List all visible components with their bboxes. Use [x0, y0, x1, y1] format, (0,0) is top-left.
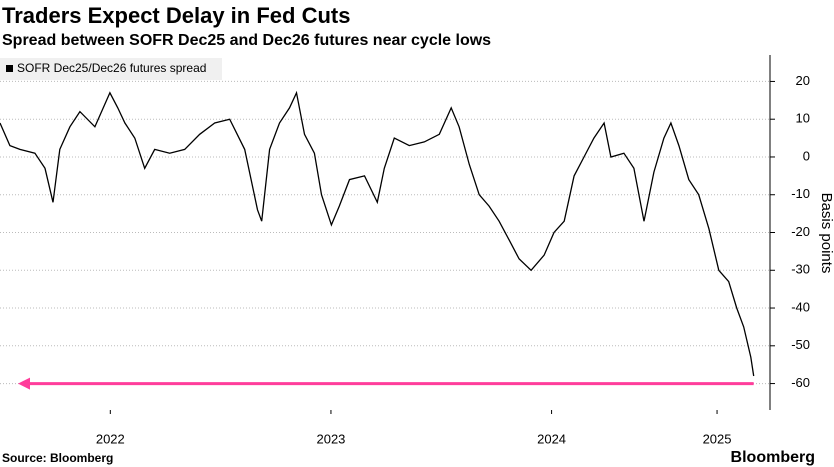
y-tick-label: -50 [791, 337, 810, 352]
x-tick-label: 2023 [316, 431, 345, 446]
x-tick-label: 2024 [537, 431, 566, 446]
legend-box [0, 58, 222, 80]
y-tick-label: -30 [791, 262, 810, 277]
y-tick-label: -20 [791, 224, 810, 239]
legend-label: SOFR Dec25/Dec26 futures spread [17, 61, 206, 75]
chart-subtitle: Spread between SOFR Dec25 and Dec26 futu… [2, 32, 491, 49]
y-tick-label: 0 [803, 148, 810, 163]
arrow-head [18, 377, 30, 390]
series-line [0, 90, 755, 377]
brand: Bloomberg [731, 449, 815, 466]
chart-title: Traders Expect Delay in Fed Cuts [2, 3, 350, 28]
y-tick-label: -10 [791, 186, 810, 201]
y-tick-label: -40 [791, 299, 810, 314]
source: Source: Bloomberg [2, 451, 113, 465]
y-axis-label: Basis points [818, 193, 834, 274]
y-tick-label: 20 [796, 73, 810, 88]
legend-swatch [6, 65, 13, 72]
y-tick-label: 10 [796, 111, 810, 126]
y-tick-label: -60 [791, 375, 810, 390]
x-tick-label: 2022 [96, 431, 125, 446]
x-tick-label: 2025 [703, 431, 732, 446]
